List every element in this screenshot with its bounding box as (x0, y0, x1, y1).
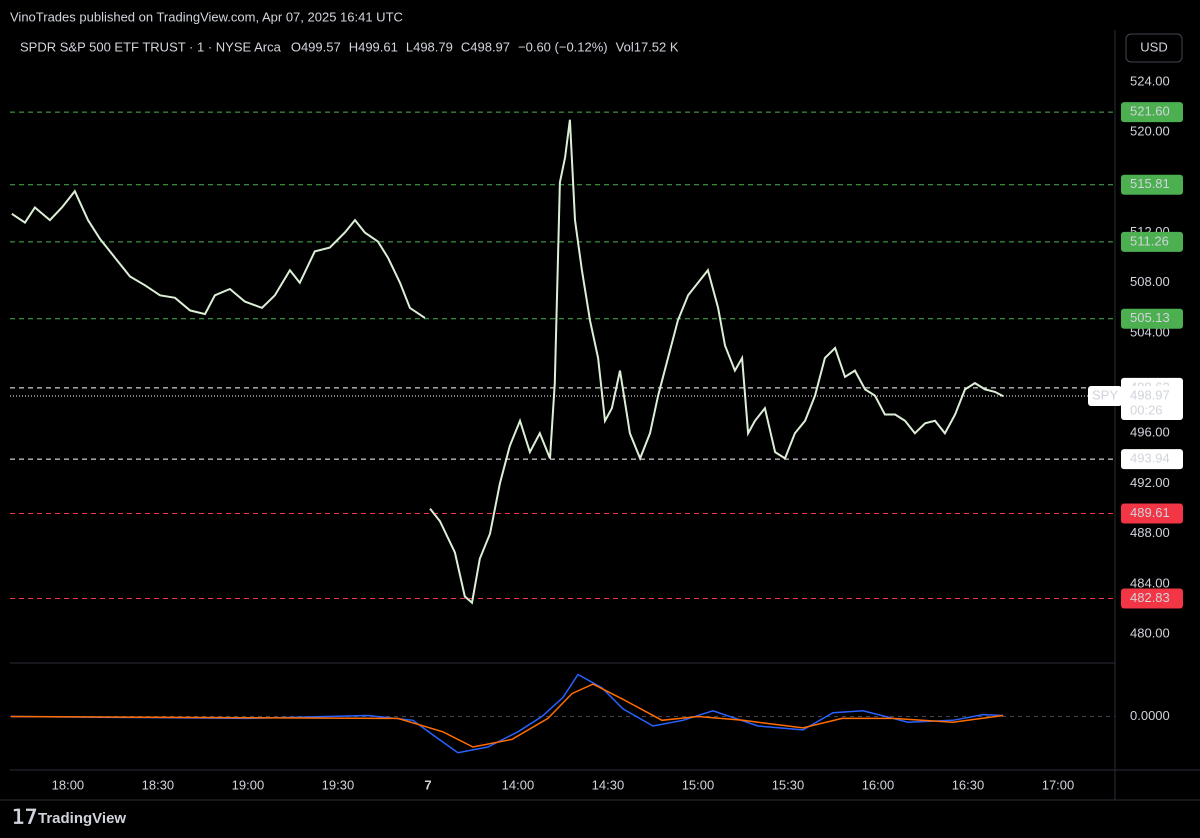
macd-line (10, 673, 1004, 754)
x-tick-label: 19:00 (232, 777, 265, 792)
legend-text: 499.57 (301, 39, 341, 54)
level-label: 521.60 (1130, 104, 1170, 119)
y-tick-label: 492.00 (1130, 475, 1170, 490)
currency[interactable]: USD (1140, 39, 1167, 54)
y-tick-label: 508.00 (1130, 274, 1170, 289)
level-badge (1121, 503, 1183, 524)
legend-text: SPDR S&P 500 ETF TRUST · 1 · NYSE Arca (20, 39, 282, 54)
level-badge (1121, 102, 1183, 123)
legend-text: Vol (616, 39, 634, 54)
symbol-badge (1088, 386, 1122, 407)
legend-text: 498.97 (470, 39, 510, 54)
level-badge (1121, 231, 1183, 252)
legend-text: 17.52 K (634, 39, 679, 54)
level-badge (1121, 588, 1183, 609)
level-label: 511.26 (1130, 233, 1169, 248)
y-tick-label: 484.00 (1130, 575, 1170, 590)
level-label: 515.81 (1130, 176, 1170, 191)
currency-button[interactable] (1125, 33, 1183, 63)
y-tick-label: 496.00 (1130, 425, 1170, 440)
x-tick-label: 17:00 (1042, 777, 1075, 792)
macd-line (10, 683, 1004, 748)
level-label: 493.94 (1130, 451, 1170, 466)
x-tick-label: 16:00 (862, 777, 895, 792)
x-tick-label: 14:30 (592, 777, 625, 792)
x-tick-label: 15:30 (772, 777, 805, 792)
x-tick-label: 14:00 (502, 777, 535, 792)
y-tick-label: 524.00 (1130, 73, 1170, 88)
footer-brand: TradingView (38, 810, 126, 827)
y-tick-label: 488.00 (1130, 525, 1170, 540)
x-tick-label: 16:30 (952, 777, 985, 792)
x-tick-label: 7 (424, 777, 431, 792)
last-label: 498.97 (1130, 387, 1170, 402)
level-badge (1121, 174, 1183, 195)
legend-text: C (461, 39, 470, 54)
y-tick-label: 520.00 (1130, 124, 1170, 139)
level-badge (1121, 449, 1183, 470)
x-tick-label: 18:30 (142, 777, 175, 792)
legend-text: 498.79 (413, 39, 453, 54)
legend-text: O (291, 39, 301, 54)
legend-text: −0.60 (−0.12%) (518, 39, 608, 54)
y-tick-label: 480.00 (1130, 625, 1170, 640)
level-badge (1121, 308, 1183, 329)
y-tick-label: 0.0000 (1130, 708, 1170, 723)
x-tick-label: 19:30 (322, 777, 355, 792)
legend-text: 499.61 (358, 39, 398, 54)
level-label: 482.83 (1130, 590, 1170, 605)
legend-text: H (349, 39, 358, 54)
legend-text: L (406, 39, 413, 54)
logo-mark: 𝟣𝟩 (12, 806, 37, 828)
price-line (11, 119, 1004, 605)
level-label: 505.13 (1130, 310, 1170, 325)
level-label: 489.61 (1130, 505, 1170, 520)
publish-header: VinoTrades published on TradingView.com,… (10, 9, 403, 24)
last-badge (1121, 386, 1183, 421)
symbol-label: SPY (1092, 387, 1118, 402)
x-tick-label: 15:00 (682, 777, 715, 792)
x-tick-label: 18:00 (52, 777, 85, 792)
countdown: 00:26 (1130, 402, 1163, 417)
